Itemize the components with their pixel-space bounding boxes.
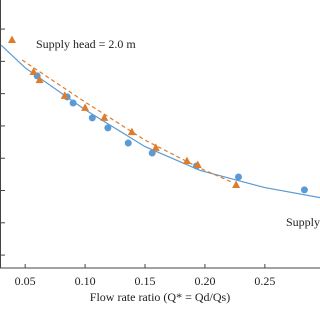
triangle-point xyxy=(182,156,191,165)
triangle-point xyxy=(7,35,16,44)
fit-line xyxy=(21,59,233,183)
x-axis-label: Flow rate ratio (Q* = Qd/Qs) xyxy=(90,290,230,304)
triangle-point xyxy=(100,113,109,121)
circle-point xyxy=(148,149,156,157)
triangle-point xyxy=(29,67,38,76)
circle-point xyxy=(88,114,96,122)
x-tick-label: 0.05 xyxy=(15,274,36,288)
circle-point xyxy=(235,173,243,181)
triangle-point xyxy=(193,160,202,168)
triangle-point xyxy=(35,75,44,84)
triangle-point xyxy=(127,127,136,136)
circle-point xyxy=(69,99,77,107)
x-tick-label: 0.10 xyxy=(75,274,96,288)
triangle-point xyxy=(232,180,241,189)
fit-line xyxy=(0,44,320,199)
circle-point xyxy=(104,124,112,132)
x-tick-label: 0.20 xyxy=(194,274,215,288)
triangle-point xyxy=(81,103,90,111)
circle-point xyxy=(124,139,132,147)
x-tick-label: 0.15 xyxy=(135,274,156,288)
annotation: Supply xyxy=(286,215,320,229)
circle-point xyxy=(300,186,308,194)
triangle-point xyxy=(151,143,160,151)
triangle-point xyxy=(60,91,69,99)
annotation: Supply head = 2.0 m xyxy=(36,37,136,51)
x-tick-label: 0.25 xyxy=(254,274,275,288)
